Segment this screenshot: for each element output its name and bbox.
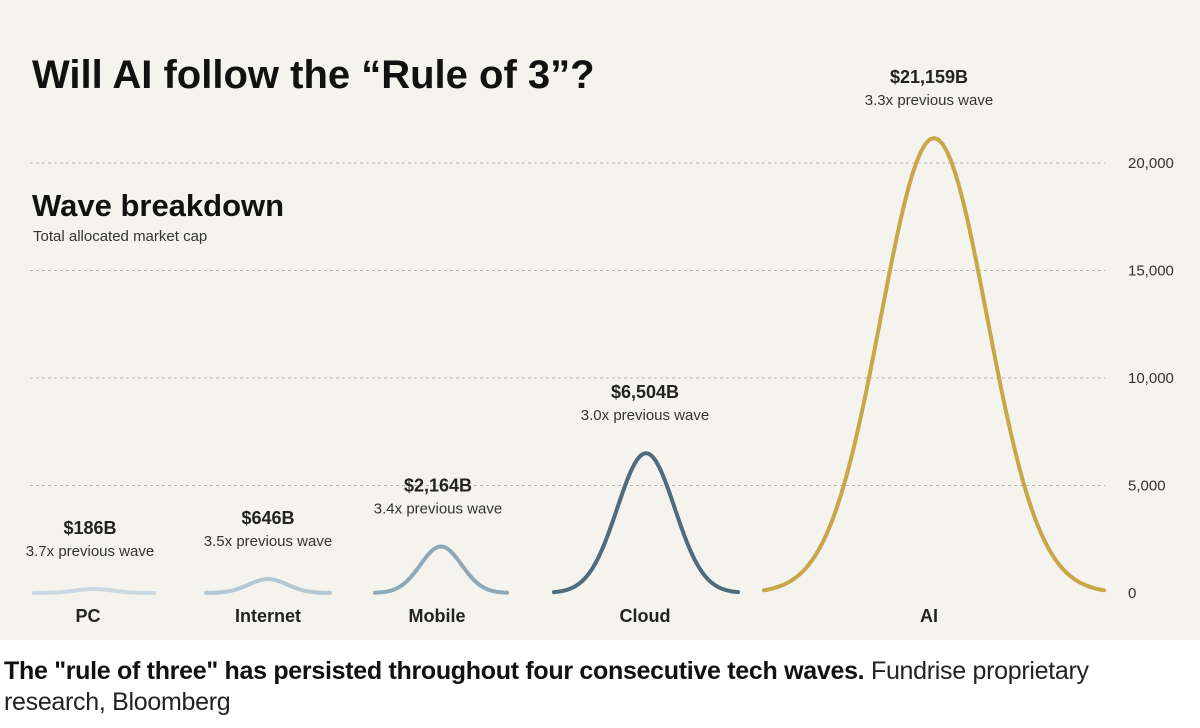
wave-internet — [204, 577, 332, 595]
multiplier-label: 3.0x previous wave — [581, 407, 709, 424]
category-label: AI — [920, 606, 938, 626]
y-tick-label: 10,000 — [1128, 370, 1174, 387]
wave-curves — [32, 136, 1106, 595]
wave-chart: 0 5,000 10,000 15,000 20,000 $186B 3.7x previ… — [26, 53, 1174, 626]
multiplier-label: 3.5x previous wave — [204, 533, 332, 550]
value-label: $646B — [241, 508, 294, 528]
category-label: Mobile — [409, 606, 466, 626]
grid-lines — [30, 162, 1105, 486]
multiplier-label: 3.7x previous wave — [26, 543, 154, 560]
value-label: $21,159B — [890, 67, 968, 87]
value-label: $186B — [63, 518, 116, 538]
caption-bold: The "rule of three" has persisted throug… — [4, 657, 865, 685]
caption-source: Fundrise proprietary research, Bloomberg — [4, 657, 1089, 716]
wave-pc — [32, 587, 156, 595]
value-label: $2,164B — [404, 475, 472, 495]
wave-mobile — [373, 544, 509, 595]
chart-description: Total allocated market cap — [33, 228, 207, 245]
category-label: Cloud — [620, 606, 671, 626]
category-label: Internet — [235, 606, 301, 626]
y-tick-label: 20,000 — [1128, 155, 1174, 172]
chart-title: Will AI follow the “Rule of 3”? — [32, 53, 595, 97]
wave-cloud — [552, 451, 740, 595]
chart-panel — [0, 0, 1200, 640]
y-tick-label: 15,000 — [1128, 263, 1174, 280]
wave-ai — [762, 136, 1106, 593]
multiplier-label: 3.4x previous wave — [374, 500, 502, 517]
value-label: $6,504B — [611, 382, 679, 402]
y-tick-label: 0 — [1128, 585, 1136, 602]
multiplier-label: 3.3x previous wave — [865, 92, 993, 109]
chart-subtitle: Wave breakdown — [32, 188, 284, 223]
figure-caption: The "rule of three" has persisted throug… — [4, 656, 1184, 718]
y-axis-ticks: 0 5,000 10,000 15,000 20,000 — [1128, 155, 1174, 602]
wave-labels: $186B 3.7x previous wave PC $646B 3.5x previ… — [26, 67, 993, 626]
y-tick-label: 5,000 — [1128, 478, 1166, 495]
category-label: PC — [75, 606, 100, 626]
